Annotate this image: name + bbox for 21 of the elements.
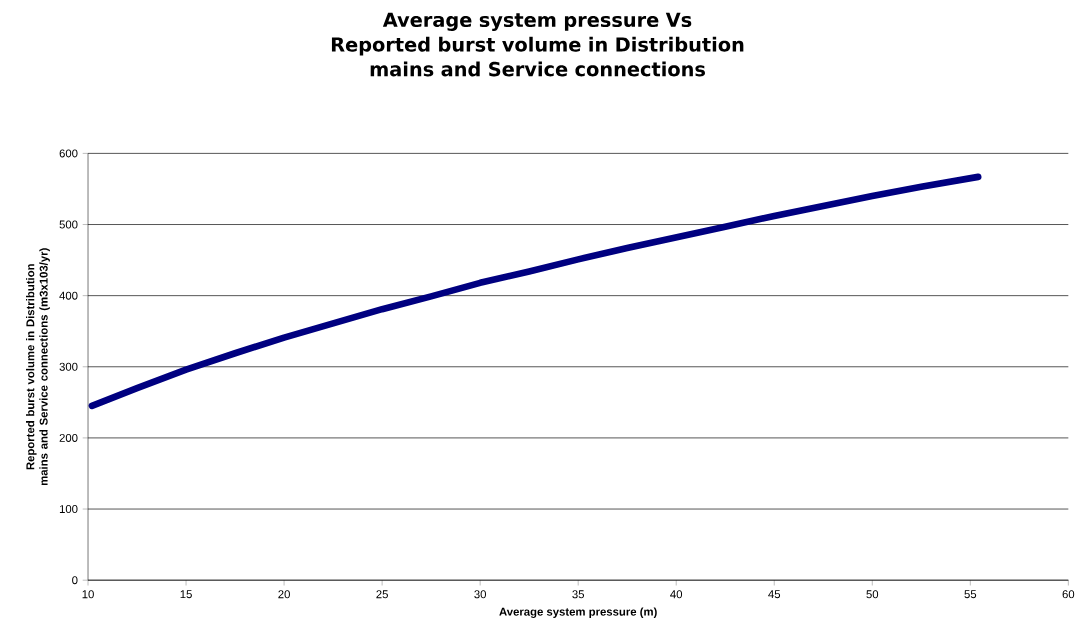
- x-tick-label: 35: [572, 590, 585, 599]
- x-tick-label: 55: [964, 590, 977, 599]
- y-tick-label: 0: [72, 576, 78, 585]
- y-tick-label: 200: [59, 433, 78, 442]
- y-axis-title: Reported burst volume in Distribution mains and Service connections (m3x103/yr): [26, 248, 50, 486]
- chart-title: Average system pressure Vs Reported burst volume in Distribution mains and Service connections: [331, 12, 744, 77]
- x-tick-label: 20: [278, 590, 290, 599]
- x-tick-label: 45: [768, 590, 781, 599]
- x-axis-title: Average system pressure (m): [499, 607, 657, 619]
- y-tick-label: 600: [59, 149, 78, 158]
- x-tick-label: 15: [180, 590, 192, 599]
- x-tick-label: 10: [82, 590, 94, 599]
- x-tick-label: 50: [866, 590, 879, 599]
- x-tick-label: 30: [474, 590, 487, 599]
- y-tick-label: 300: [59, 362, 78, 371]
- x-tick-label: 25: [376, 590, 388, 599]
- y-tick-label: 400: [59, 291, 78, 300]
- y-tick-label: 500: [59, 220, 78, 229]
- y-tick-label: 100: [59, 505, 78, 514]
- x-tick-label: 60: [1062, 590, 1075, 599]
- x-tick-label: 40: [670, 590, 683, 599]
